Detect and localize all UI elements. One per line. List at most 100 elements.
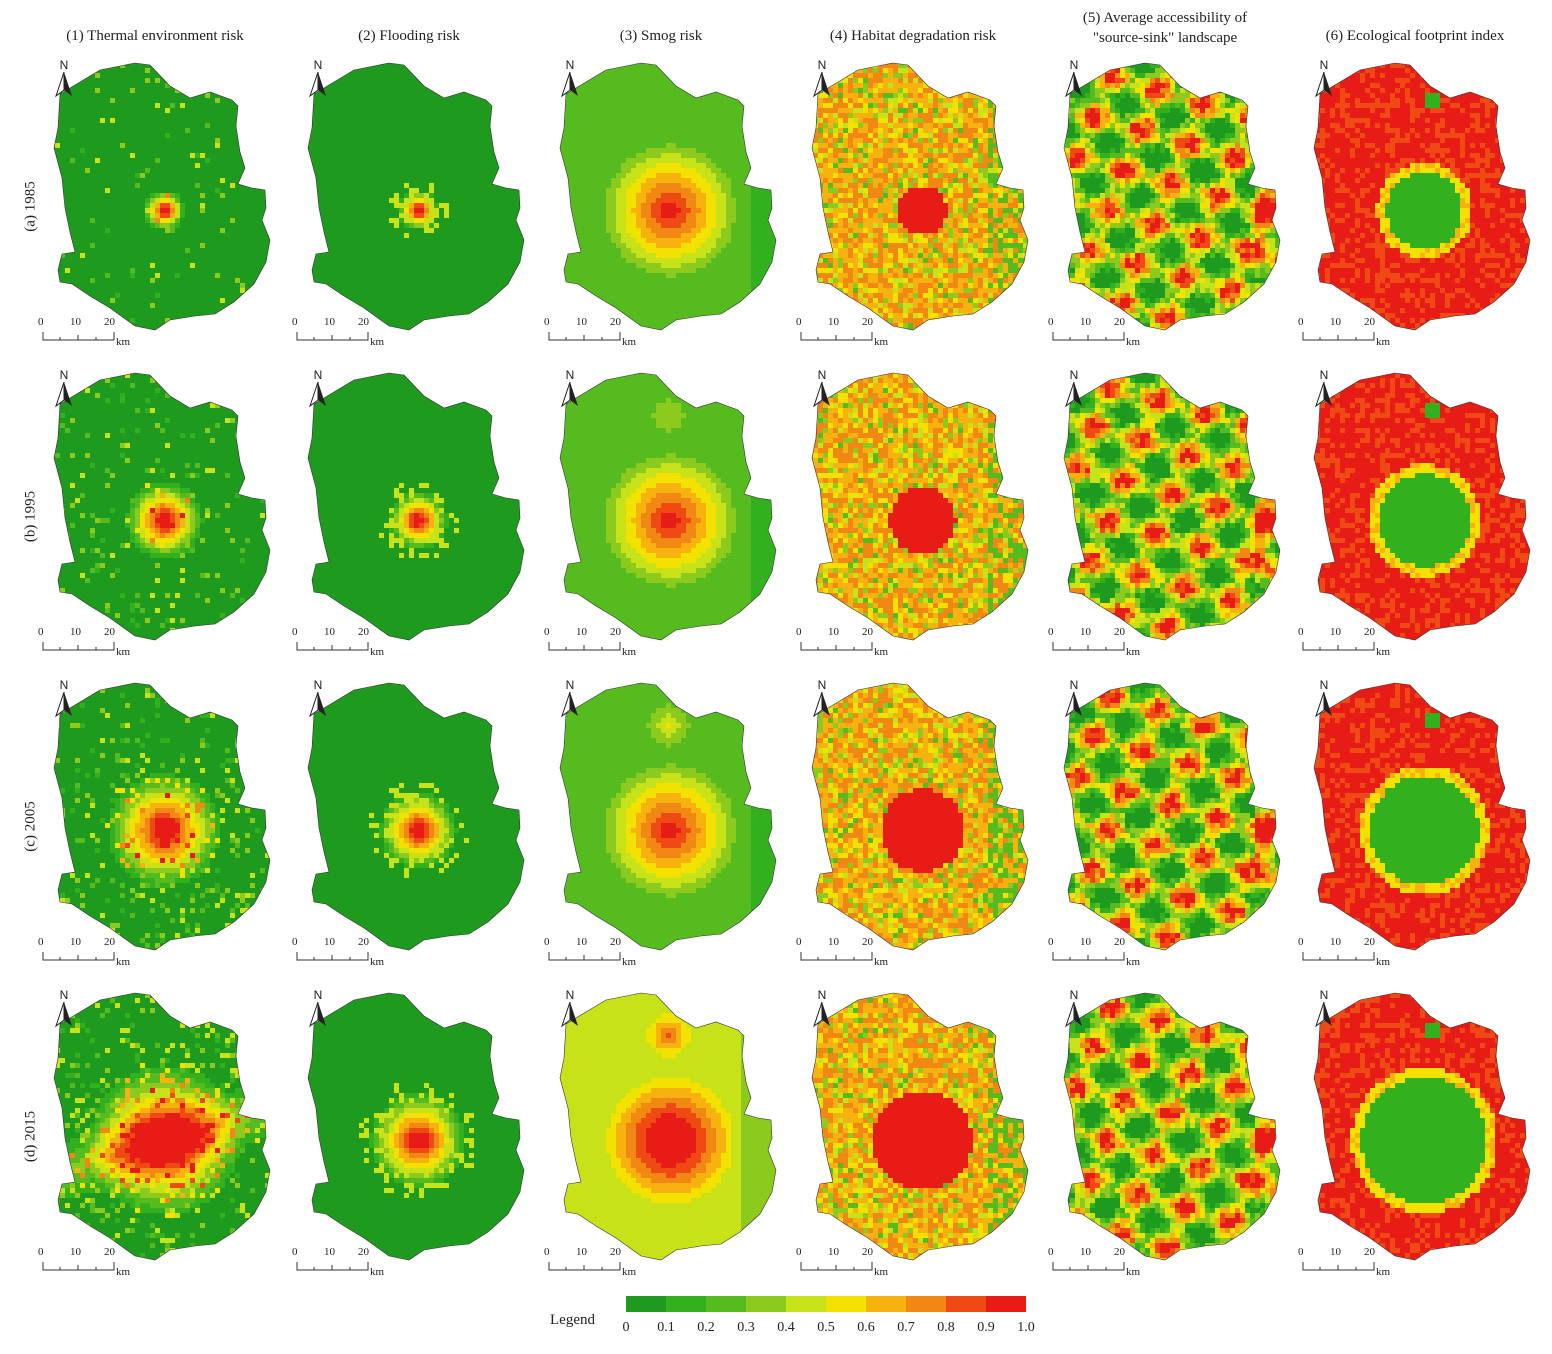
scale-tick-label: 20: [610, 936, 621, 948]
region-boundary: [53, 372, 271, 641]
legend-color-swatch: [906, 1296, 946, 1312]
legend-color-bar: [626, 1296, 1026, 1312]
legend-color-swatch: [746, 1296, 786, 1312]
map-panel: N 0 10 20 km: [292, 678, 544, 978]
map-panel: N 0 10 20 km: [292, 368, 544, 668]
scale-tick-label: 20: [104, 626, 115, 638]
map-panel: N 0 10 20 km: [1048, 58, 1300, 358]
north-label: N: [810, 678, 834, 692]
scale-bar: 0 10 20 km: [796, 936, 928, 976]
raster-map: [53, 62, 271, 331]
scale-bar: 0 10 20 km: [1048, 936, 1180, 976]
region-boundary: [811, 682, 1029, 951]
north-label: N: [810, 988, 834, 1002]
scale-bar: 0 10 20 km: [796, 316, 928, 356]
north-arrow-icon: N: [810, 988, 834, 1028]
scale-tick-label: 0: [796, 316, 802, 328]
north-arrow-icon: N: [810, 368, 834, 408]
scale-tick-label: 10: [1330, 626, 1341, 638]
scale-unit: km: [116, 336, 130, 348]
legend-tick-label: 0.7: [891, 1320, 921, 1336]
map-panel: N 0 10 20 km: [1048, 988, 1300, 1288]
region-boundary: [559, 372, 777, 641]
north-label: N: [558, 58, 582, 72]
legend-color-swatch: [626, 1296, 666, 1312]
north-arrow-icon: N: [558, 988, 582, 1028]
scale-tick-label: 0: [292, 316, 298, 328]
north-arrow-icon: N: [306, 368, 330, 408]
map-panel: N 0 10 20 km: [1298, 368, 1550, 668]
north-label: N: [1312, 678, 1336, 692]
region-boundary: [307, 682, 525, 951]
map-panel: N 0 10 20 km: [292, 988, 544, 1288]
scale-unit: km: [1376, 646, 1390, 658]
scale-tick-label: 10: [1080, 316, 1091, 328]
scale-tick-label: 10: [70, 936, 81, 948]
row-label: (a) 1985: [23, 172, 40, 242]
region-boundary: [1313, 372, 1531, 641]
scale-bar: 0 10 20 km: [38, 626, 170, 666]
north-arrow-icon: N: [1312, 988, 1336, 1028]
legend-tick-label: 0.2: [691, 1320, 721, 1336]
scale-tick-label: 0: [38, 936, 44, 948]
region-boundary: [559, 62, 777, 331]
scale-tick-label: 0: [1298, 936, 1304, 948]
raster-map: [559, 682, 777, 951]
scale-tick-label: 20: [1114, 936, 1125, 948]
raster-map: [307, 62, 525, 331]
north-label: N: [1312, 988, 1336, 1002]
scale-bar: 0 10 20 km: [292, 316, 424, 356]
raster-map: [811, 682, 1029, 951]
legend-tick-label: 0.8: [931, 1320, 961, 1336]
scale-tick-label: 20: [862, 316, 873, 328]
scale-tick-label: 10: [324, 936, 335, 948]
raster-map: [1063, 62, 1281, 331]
north-label: N: [558, 988, 582, 1002]
scale-bar: 0 10 20 km: [1048, 316, 1180, 356]
scale-tick-label: 10: [828, 626, 839, 638]
north-arrow-icon: N: [52, 58, 76, 98]
row-label: (c) 2005: [23, 792, 40, 862]
scale-tick-label: 20: [1364, 936, 1375, 948]
row-label: (b) 1995: [23, 482, 40, 552]
region-boundary: [559, 992, 777, 1261]
column-title-line: (2) Flooding risk: [284, 26, 534, 46]
legend: Legend 0 0.1 0.2 0.3 0.4 0.5 0.6 0.7 0.8 0.9 1.0: [550, 1296, 1070, 1346]
north-arrow-icon: N: [1062, 988, 1086, 1028]
north-label: N: [1312, 58, 1336, 72]
north-arrow-icon: N: [558, 678, 582, 718]
scale-tick-label: 10: [1330, 936, 1341, 948]
region-boundary: [1063, 992, 1281, 1261]
legend-color-swatch: [866, 1296, 906, 1312]
legend-tick-label: 0.5: [811, 1320, 841, 1336]
region-boundary: [307, 62, 525, 331]
raster-map: [1063, 372, 1281, 641]
scale-tick-label: 10: [576, 1246, 587, 1258]
scale-unit: km: [622, 336, 636, 348]
scale-tick-label: 10: [576, 626, 587, 638]
scale-tick-label: 10: [1080, 936, 1091, 948]
region-boundary: [1063, 682, 1281, 951]
scale-tick-label: 0: [1048, 936, 1054, 948]
scale-tick-label: 0: [1048, 316, 1054, 328]
scale-tick-label: 10: [828, 936, 839, 948]
north-label: N: [810, 368, 834, 382]
scale-tick-label: 10: [1330, 316, 1341, 328]
raster-map: [307, 682, 525, 951]
scale-tick-label: 0: [544, 626, 550, 638]
north-arrow-icon: N: [52, 988, 76, 1028]
legend-tick-label: 0.3: [731, 1320, 761, 1336]
scale-unit: km: [1126, 336, 1140, 348]
scale-tick-label: 10: [1080, 626, 1091, 638]
column-title-line: (4) Habitat degradation risk: [788, 26, 1038, 46]
column-title-line: (6) Ecological footprint index: [1290, 26, 1540, 46]
scale-tick-label: 10: [828, 1246, 839, 1258]
legend-tick-label: 0.1: [651, 1320, 681, 1336]
north-label: N: [306, 988, 330, 1002]
scale-unit: km: [874, 956, 888, 968]
scale-tick-label: 0: [292, 626, 298, 638]
scale-tick-label: 20: [104, 316, 115, 328]
map-panel: N 0 10 20 km: [796, 678, 1048, 978]
scale-tick-label: 0: [796, 936, 802, 948]
scale-tick-label: 20: [862, 626, 873, 638]
